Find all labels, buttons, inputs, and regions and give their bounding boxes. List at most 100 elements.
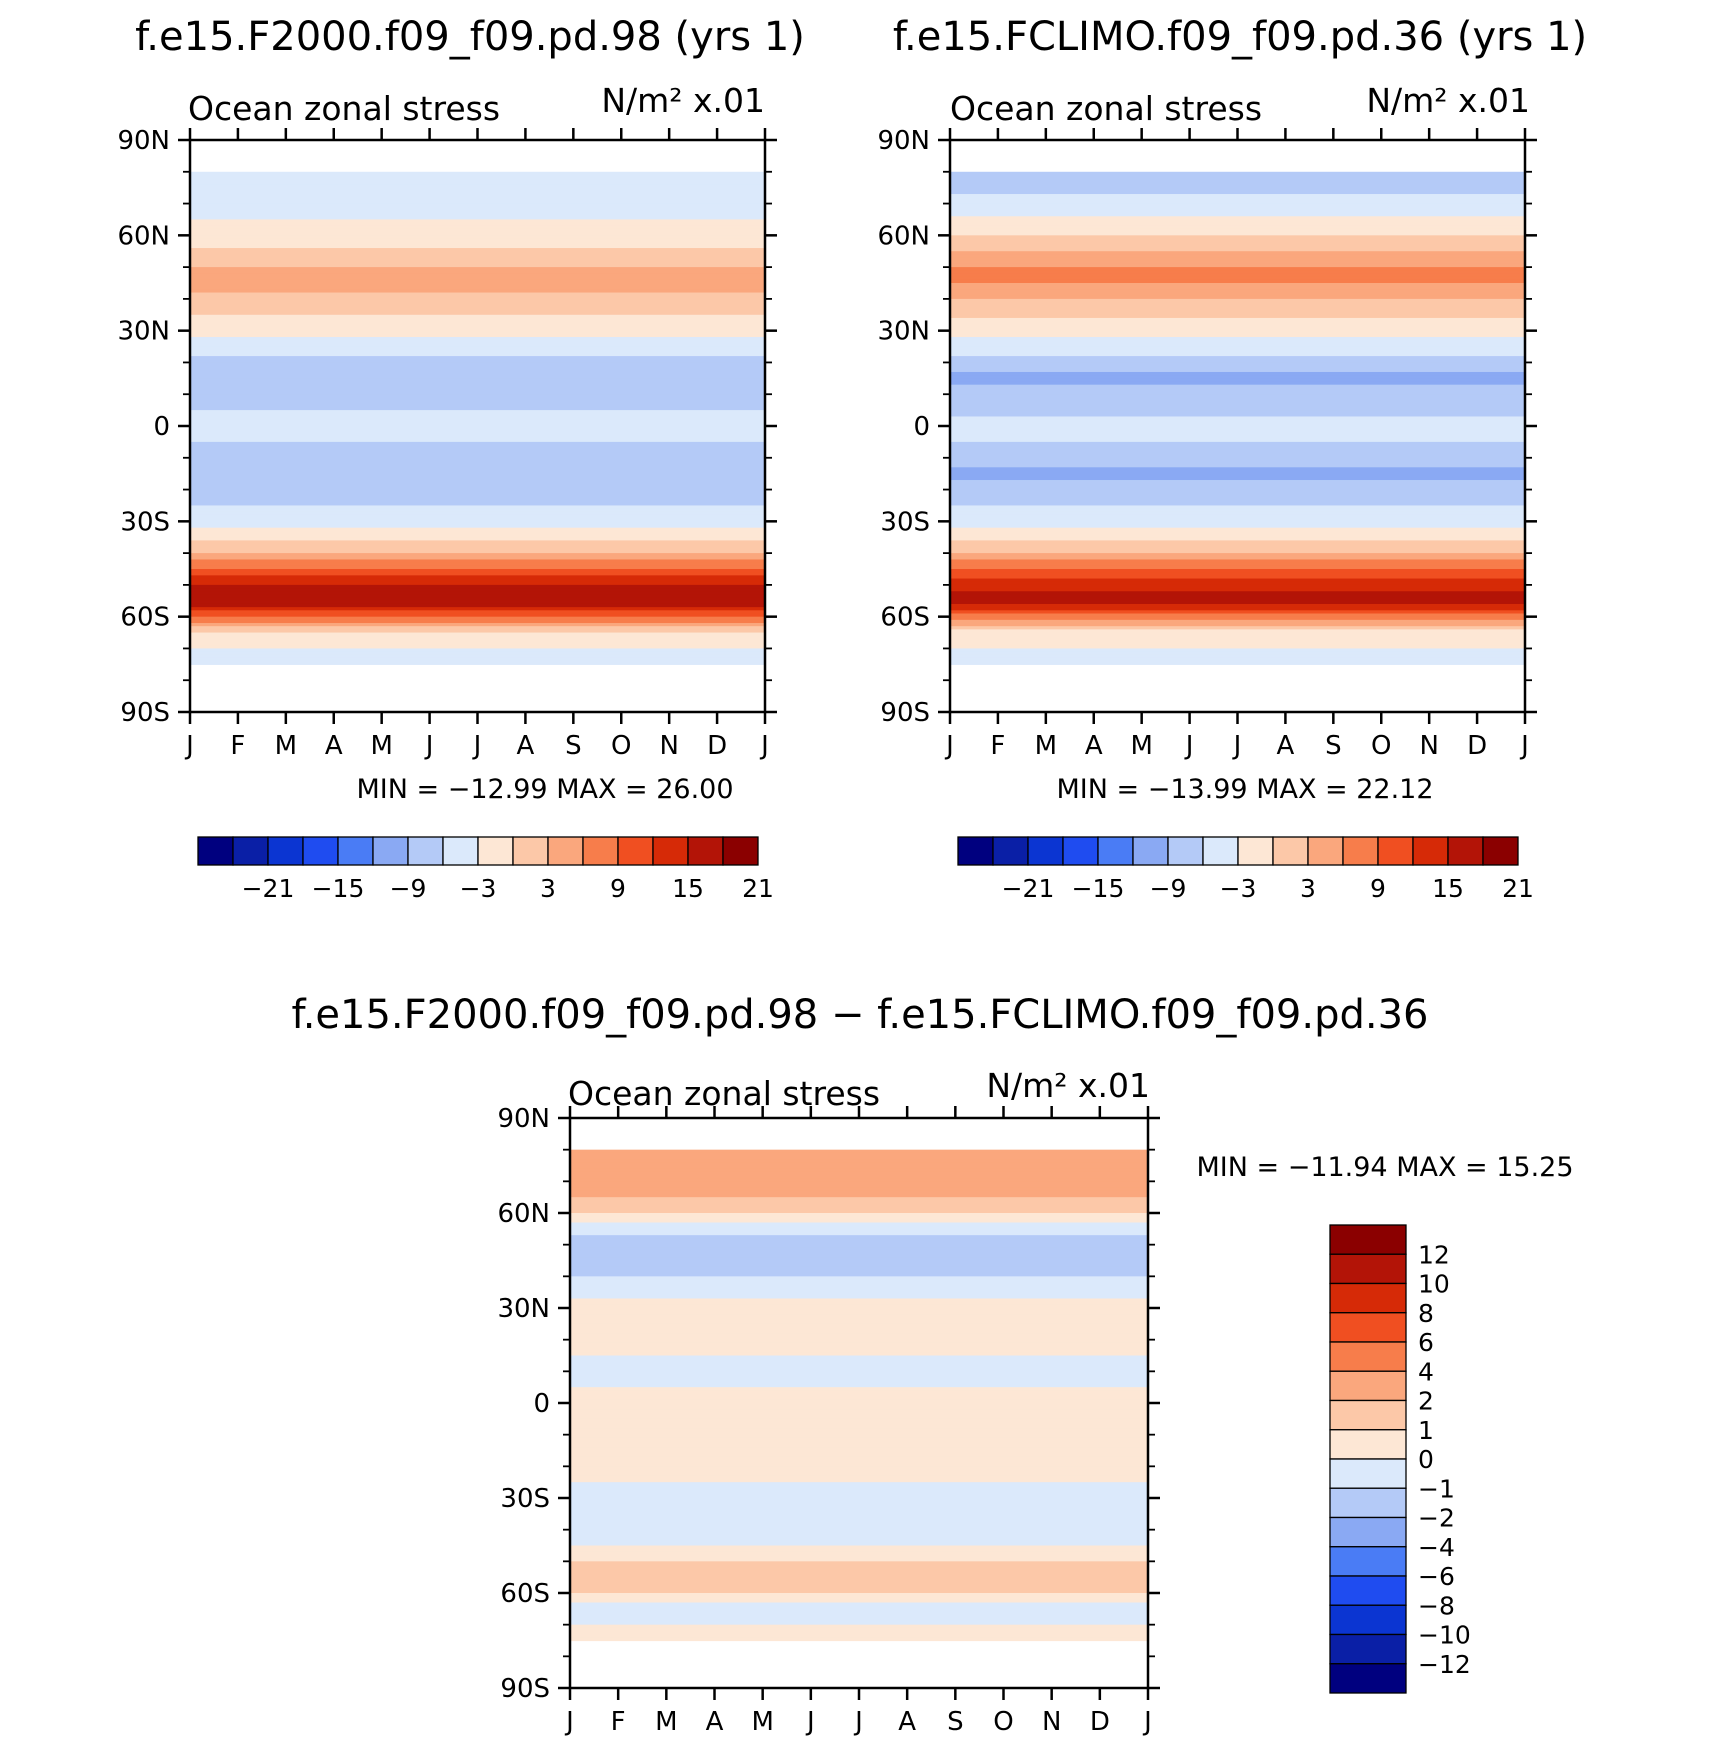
field-band — [190, 460, 765, 465]
field-band — [190, 260, 765, 265]
colorbar-label: 21 — [742, 874, 774, 903]
field-band — [570, 1235, 1148, 1239]
x-tick-label: M — [275, 731, 297, 761]
colorbar-swatch — [232, 836, 269, 866]
field-band — [950, 578, 1525, 583]
x-tick-label: J — [759, 731, 769, 761]
field-band — [190, 416, 765, 421]
field-band — [570, 1485, 1148, 1490]
field-band — [570, 1428, 1148, 1433]
field-band — [950, 324, 1525, 329]
field-band — [190, 435, 765, 440]
panel-title: f.e15.F2000.f09_f09.pd.98 − f.e15.FCLIMO… — [292, 992, 1429, 1038]
field-band — [950, 626, 1525, 630]
x-tick-label: J — [424, 731, 434, 761]
y-tick-label: 90S — [880, 698, 930, 728]
field-band — [190, 578, 765, 583]
colorbar-swatch — [1329, 1604, 1407, 1636]
colorbar-swatch — [197, 836, 234, 866]
field-band — [190, 263, 765, 268]
field-band — [570, 1251, 1148, 1255]
colorbar-swatch — [1329, 1487, 1407, 1519]
panel-subtitle-left: Ocean zonal stress — [950, 89, 1262, 128]
field-band — [570, 1371, 1148, 1376]
field-band — [190, 464, 765, 468]
field-band — [570, 1232, 1148, 1236]
field-band — [570, 1463, 1148, 1467]
field-band — [190, 365, 765, 370]
colorbar-swatch — [477, 836, 514, 866]
field-band — [190, 651, 765, 656]
field-band — [570, 1605, 1148, 1610]
colorbar-swatch — [1377, 836, 1414, 866]
colorbar-label: −10 — [1418, 1621, 1471, 1650]
field-band — [190, 171, 765, 176]
field-band — [950, 445, 1525, 449]
field-band — [190, 553, 765, 557]
field-band — [950, 422, 1525, 427]
field-band — [950, 549, 1525, 554]
field-band — [570, 1637, 1148, 1642]
field-band — [570, 1365, 1148, 1369]
field-band — [570, 1551, 1148, 1556]
field-band — [950, 499, 1525, 503]
field-band — [950, 174, 1525, 179]
field-band — [570, 1358, 1148, 1363]
field-band — [190, 514, 765, 519]
field-band — [950, 317, 1525, 322]
field-band — [190, 228, 765, 233]
field-band — [190, 197, 765, 201]
field-band — [190, 426, 765, 430]
field-band — [570, 1482, 1148, 1486]
field-band — [950, 623, 1525, 627]
field-band — [190, 626, 765, 630]
field-band — [950, 184, 1525, 189]
y-tick-label: 60S — [120, 603, 170, 633]
colorbar-swatch — [337, 836, 374, 866]
field-band — [570, 1418, 1148, 1423]
field-band — [190, 343, 765, 348]
field-band — [950, 508, 1525, 513]
field-band — [570, 1570, 1148, 1575]
field-band — [950, 273, 1525, 278]
field-band — [190, 610, 765, 615]
field-band — [570, 1634, 1148, 1638]
field-band — [190, 591, 765, 596]
contour-field — [570, 1149, 1148, 1642]
field-band — [190, 378, 765, 383]
field-band — [950, 311, 1525, 316]
colorbar-swatch — [442, 836, 479, 866]
field-band — [950, 441, 1525, 446]
field-band — [190, 410, 765, 414]
x-tick-label: S — [1325, 731, 1342, 761]
field-band — [190, 308, 765, 313]
y-tick-label: 90N — [497, 1104, 550, 1134]
field-band — [190, 467, 765, 472]
x-tick-label: D — [707, 731, 727, 761]
colorbar-swatch — [1027, 836, 1064, 866]
field-band — [190, 540, 765, 545]
field-band — [570, 1187, 1148, 1192]
field-band — [190, 569, 765, 573]
field-band — [190, 206, 765, 211]
field-band — [190, 238, 765, 243]
field-band — [570, 1175, 1148, 1179]
field-band — [570, 1447, 1148, 1452]
field-band — [190, 559, 765, 564]
field-band — [570, 1333, 1148, 1338]
field-band — [570, 1539, 1148, 1543]
colorbar-swatch — [992, 836, 1029, 866]
field-band — [570, 1580, 1148, 1585]
field-band — [570, 1276, 1148, 1281]
colorbar-swatch — [512, 836, 549, 866]
field-band — [950, 387, 1525, 392]
field-band — [190, 521, 765, 526]
field-band — [190, 588, 765, 592]
field-band — [190, 457, 765, 462]
field-band — [190, 375, 765, 379]
field-band — [190, 581, 765, 586]
field-band — [570, 1244, 1148, 1249]
panel-subtitle-right: N/m² x.01 — [986, 1066, 1150, 1105]
field-band — [950, 346, 1525, 351]
field-band — [570, 1548, 1148, 1553]
